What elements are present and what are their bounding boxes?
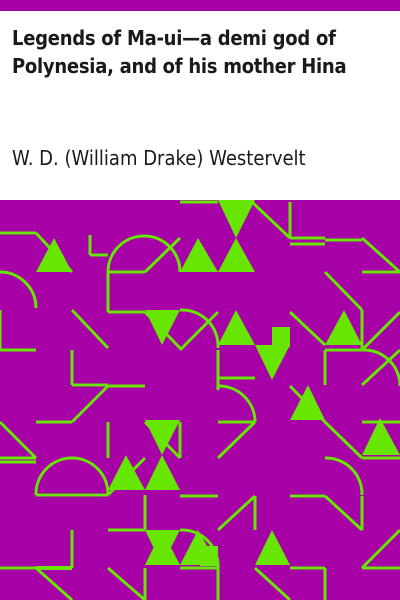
book-title: Legends of Ma-ui—a demi god of Polynesia…	[12, 26, 347, 78]
book-author: W. D. (William Drake) Westervelt	[12, 146, 306, 170]
cover-accent-bar	[0, 0, 400, 11]
cover-pattern	[0, 200, 400, 600]
